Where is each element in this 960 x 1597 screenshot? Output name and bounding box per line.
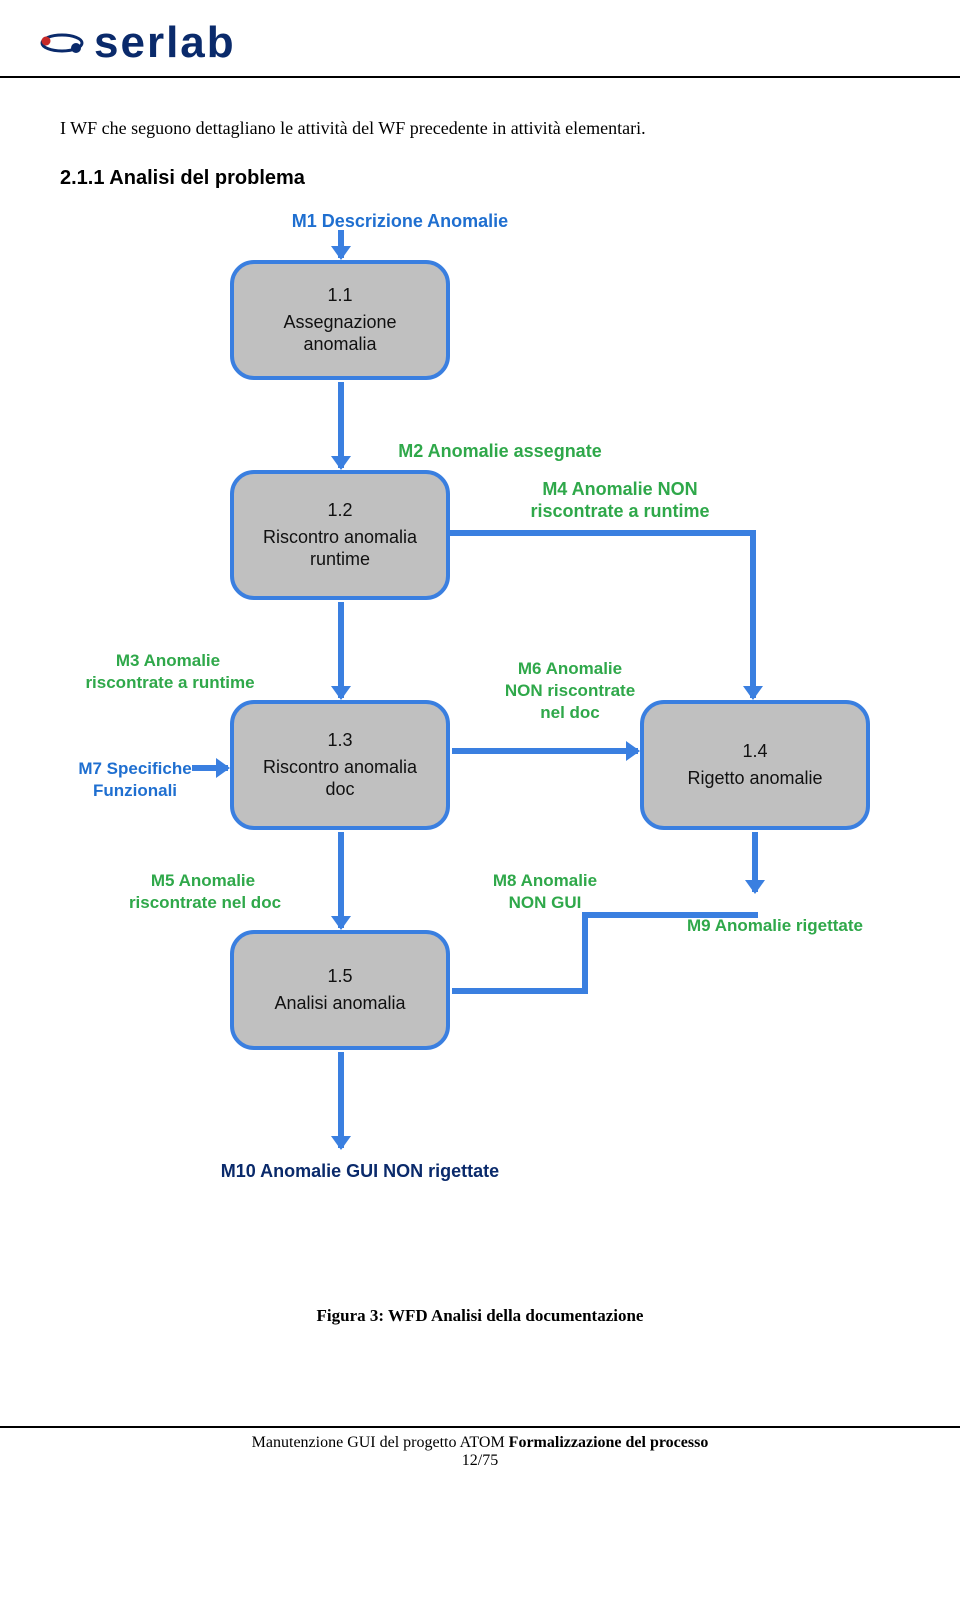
connector-segment bbox=[582, 912, 588, 994]
arrow bbox=[338, 382, 344, 468]
arrow bbox=[338, 1052, 344, 1148]
header: serlab bbox=[0, 0, 960, 78]
flowchart-label-m3a: M3 Anomalie bbox=[88, 650, 248, 671]
footer: Manutenzione GUI del progetto ATOM Forma… bbox=[0, 1426, 960, 1500]
flowchart-label-m7b: Funzionali bbox=[60, 780, 210, 801]
flowchart-label-m8a: M8 Anomalie bbox=[460, 870, 630, 891]
flowchart-label-m6a: M6 Anomalie bbox=[470, 658, 670, 679]
arrow bbox=[750, 688, 756, 698]
content: I WF che seguono dettagliano le attività… bbox=[0, 78, 960, 1366]
brand-text: serlab bbox=[94, 18, 236, 68]
intro-paragraph: I WF che seguono dettagliano le attività… bbox=[60, 118, 900, 139]
logo-mark-icon bbox=[40, 28, 84, 58]
flowchart-label-m10: M10 Anomalie GUI NON rigettate bbox=[180, 1160, 540, 1183]
flowchart-label-m5b: riscontrate nel doc bbox=[100, 892, 310, 913]
connector-segment bbox=[750, 530, 756, 698]
flowchart-label-m4b: riscontrate a runtime bbox=[490, 500, 750, 523]
connector-segment bbox=[450, 530, 750, 536]
flowchart-label-m3b: riscontrate a runtime bbox=[60, 672, 280, 693]
flowchart-label-m5a: M5 Anomalie bbox=[118, 870, 288, 891]
page-number: 12/75 bbox=[60, 1452, 900, 1470]
figure-caption: Figura 3: WFD Analisi della documentazio… bbox=[60, 1306, 900, 1326]
arrow bbox=[752, 832, 758, 892]
footer-doc-title: Formalizzazione del processo bbox=[509, 1434, 709, 1451]
flowchart-label-m6c: nel doc bbox=[490, 702, 650, 723]
flowchart-node-n1: 1.1Assegnazione anomalia bbox=[230, 260, 450, 380]
flowchart-label-m8b: NON GUI bbox=[470, 892, 620, 913]
flowchart-node-n5: 1.5Analisi anomalia bbox=[230, 930, 450, 1050]
arrow bbox=[338, 602, 344, 698]
flowchart-node-n3: 1.3Riscontro anomalia doc bbox=[230, 700, 450, 830]
connector-segment bbox=[582, 912, 758, 918]
flowchart-node-n4: 1.4Rigetto anomalie bbox=[640, 700, 870, 830]
page: serlab I WF che seguono dettagliano le a… bbox=[0, 0, 960, 1500]
flowchart-label-m2: M2 Anomalie assegnate bbox=[360, 440, 640, 463]
section-title: 2.1.1 Analisi del problema bbox=[60, 167, 900, 190]
connector-segment bbox=[452, 988, 582, 994]
arrow bbox=[338, 230, 344, 258]
flowchart-label-m1: M1 Descrizione Anomalie bbox=[250, 210, 550, 233]
flowchart-label-m6b: NON riscontrate bbox=[460, 680, 680, 701]
arrow bbox=[338, 832, 344, 928]
flowchart-label-m7a: M7 Specifiche bbox=[60, 758, 210, 779]
footer-project: Manutenzione GUI del progetto ATOM bbox=[252, 1434, 505, 1451]
arrow bbox=[452, 748, 638, 754]
arrow bbox=[192, 765, 228, 771]
flowchart-label-m9: M9 Anomalie rigettate bbox=[645, 915, 905, 936]
flowchart-label-m4a: M4 Anomalie NON bbox=[490, 478, 750, 501]
flowchart-diagram: 1.1Assegnazione anomalia 1.2Riscontro ano… bbox=[60, 210, 900, 1280]
logo: serlab bbox=[40, 18, 920, 68]
flowchart-node-n2: 1.2Riscontro anomalia runtime bbox=[230, 470, 450, 600]
